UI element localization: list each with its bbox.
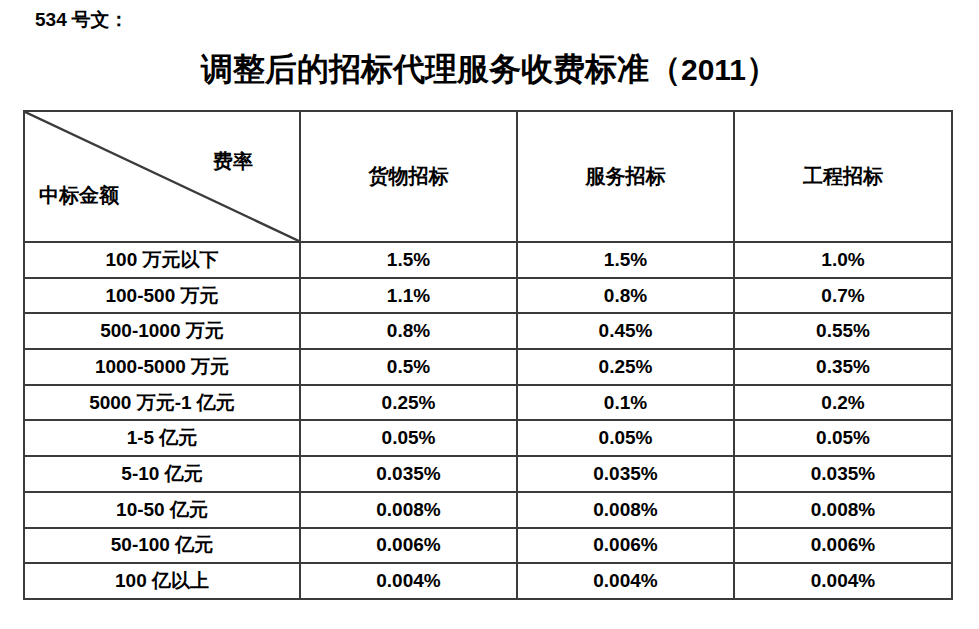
table-row: 10-50 亿元 0.008% 0.008% 0.008% [24,492,952,528]
doc-number-label: 号文： [67,9,129,30]
row-label: 5000 万元-1 亿元 [24,385,300,421]
row-label: 50-100 亿元 [24,528,300,564]
table-row: 100 万元以下 1.5% 1.5% 1.0% [24,242,952,278]
fee-cell: 0.25% [517,349,734,385]
table-row: 100-500 万元 1.1% 0.8% 0.7% [24,278,952,314]
table-row: 500-1000 万元 0.8% 0.45% 0.55% [24,313,952,349]
fee-cell: 0.05% [300,420,517,456]
fee-cell: 0.035% [734,456,952,492]
page-title-paren-close: ） [746,51,778,87]
fee-cell: 0.2% [734,385,952,421]
fee-cell: 1.5% [517,242,734,278]
fee-cell: 0.006% [300,528,517,564]
doc-number: 534 号文： [35,7,128,33]
table-row: 1-5 亿元 0.05% 0.05% 0.05% [24,420,952,456]
corner-cell: 费率 中标金额 [24,111,300,242]
page-title-paren-open: （ [649,51,681,87]
table-row: 1000-5000 万元 0.5% 0.25% 0.35% [24,349,952,385]
page-title: 调整后的招标代理服务收费标准（2011） [0,48,979,92]
row-label: 500-1000 万元 [24,313,300,349]
fee-cell: 0.004% [300,563,517,599]
fee-cell: 0.7% [734,278,952,314]
fee-cell: 0.004% [734,563,952,599]
fee-cell: 0.1% [517,385,734,421]
diagonal-line [25,112,299,241]
header-row: 费率 中标金额 货物招标 服务招标 工程招标 [24,111,952,242]
fee-cell: 0.25% [300,385,517,421]
fee-cell: 0.035% [517,456,734,492]
fee-cell: 1.1% [300,278,517,314]
fee-cell: 0.05% [734,420,952,456]
fee-cell: 0.55% [734,313,952,349]
table-row: 50-100 亿元 0.006% 0.006% 0.006% [24,528,952,564]
page-title-year: 2011 [681,53,746,86]
row-label: 1-5 亿元 [24,420,300,456]
row-label: 100 亿以上 [24,563,300,599]
row-label: 100-500 万元 [24,278,300,314]
fee-cell: 0.35% [734,349,952,385]
fee-cell: 0.035% [300,456,517,492]
table-row: 5-10 亿元 0.035% 0.035% 0.035% [24,456,952,492]
fee-cell: 0.004% [517,563,734,599]
row-label: 5-10 亿元 [24,456,300,492]
table-row: 100 亿以上 0.004% 0.004% 0.004% [24,563,952,599]
fee-cell: 0.008% [734,492,952,528]
row-label: 1000-5000 万元 [24,349,300,385]
page-title-text: 调整后的招标代理服务收费标准 [201,51,649,87]
corner-amount-label: 中标金额 [39,182,119,209]
column-header-services: 服务招标 [517,111,734,242]
column-header-engineering: 工程招标 [734,111,952,242]
row-label: 100 万元以下 [24,242,300,278]
fee-cell: 1.5% [300,242,517,278]
fee-cell: 0.008% [300,492,517,528]
fee-table: 费率 中标金额 货物招标 服务招标 工程招标 100 万元以下 1.5% 1.5… [23,110,953,600]
fee-cell: 0.008% [517,492,734,528]
table-row: 5000 万元-1 亿元 0.25% 0.1% 0.2% [24,385,952,421]
fee-cell: 0.5% [300,349,517,385]
corner-rate-label: 费率 [213,148,253,175]
column-header-goods: 货物招标 [300,111,517,242]
fee-cell: 0.006% [517,528,734,564]
fee-cell: 0.8% [517,278,734,314]
fee-cell: 0.006% [734,528,952,564]
fee-cell: 1.0% [734,242,952,278]
row-label: 10-50 亿元 [24,492,300,528]
fee-cell: 0.45% [517,313,734,349]
fee-cell: 0.8% [300,313,517,349]
fee-cell: 0.05% [517,420,734,456]
doc-number-value: 534 [35,9,67,30]
